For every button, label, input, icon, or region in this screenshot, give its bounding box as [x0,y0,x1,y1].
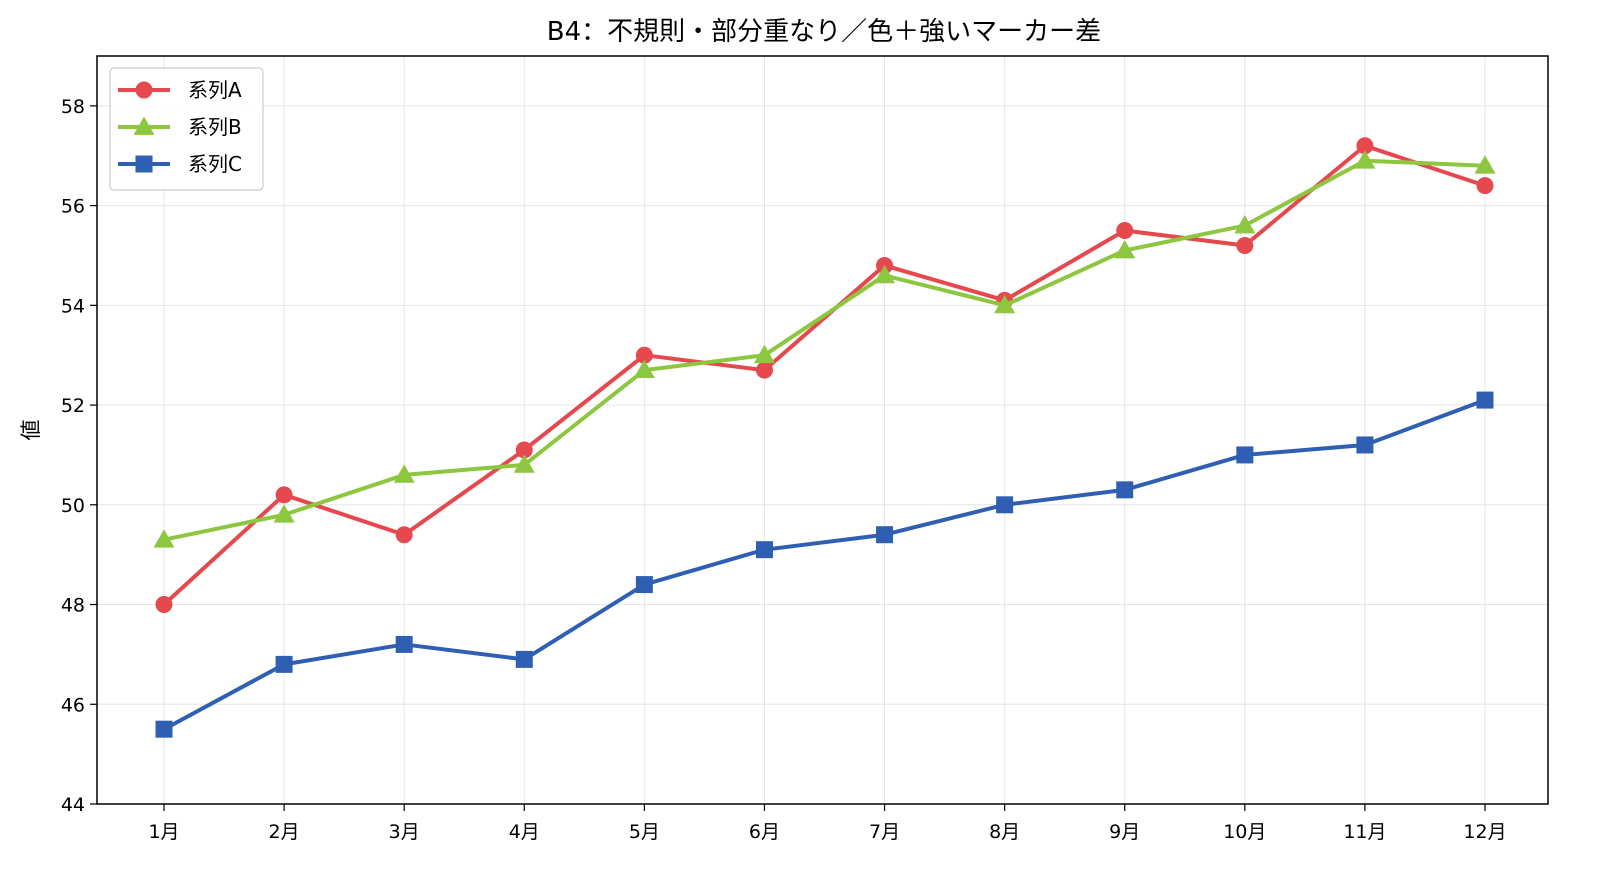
data-point [1356,137,1374,155]
series-line [162,143,1486,607]
data-point [515,650,533,668]
data-point [1114,239,1136,259]
data-point [393,464,415,483]
y-tick-label: 58 [61,96,85,118]
data-point [635,346,653,364]
x-tick-label: 2月 [269,821,300,843]
x-tick-label: 3月 [389,821,420,843]
data-point [635,576,653,594]
series-line [163,158,1486,542]
data-point [273,504,295,523]
series-layer [153,137,1496,738]
x-tick-label: 5月 [629,821,660,843]
data-point [1354,150,1376,169]
y-tick-label: 48 [61,595,85,617]
legend-marker [135,81,153,99]
y-tick-label: 44 [61,794,85,816]
legend-marker [133,116,155,135]
y-tick-label: 46 [61,694,85,716]
series-3 [155,391,1494,738]
x-tick-label: 1月 [148,821,179,843]
data-point [155,596,173,614]
chart-title: B4：不規則・部分重なり／色＋強いマーカー差 [547,17,1101,47]
data-point [753,344,775,364]
legend: 系列A 系列B 系列C [109,67,264,191]
data-point [633,359,655,379]
data-point [395,526,413,544]
data-point [1234,215,1256,234]
y-tick-label: 56 [61,196,85,218]
x-tick-label: 6月 [749,821,780,843]
axes: 1月 2月 3月 4月 5月 6月 7月 8月 9月 10月 11月 12月 44 46 48 50 52 54 5… [61,55,1549,843]
legend-marker [135,155,153,173]
data-point [1476,177,1494,195]
x-tick-label: 11月 [1343,821,1386,843]
data-point [153,529,175,548]
y-tick-label: 54 [61,295,85,317]
data-point [395,635,413,653]
legend-label: 系列A [188,78,242,102]
legend-item: 系列A [118,78,242,102]
data-point [755,541,773,559]
data-point [1116,481,1134,499]
y-axis-label: 値 [19,420,43,441]
data-point [755,361,773,379]
data-point [155,720,173,738]
data-point [515,441,533,459]
y-tick-label: 52 [61,395,85,417]
data-point [275,655,293,673]
data-point [1356,436,1374,454]
data-point [996,496,1014,514]
data-point [1236,446,1254,464]
x-tick-label: 10月 [1223,821,1266,843]
data-point [994,294,1016,314]
data-point [874,264,896,284]
data-point [876,526,894,544]
data-point [1116,222,1134,240]
data-point [513,454,535,473]
legend-item: 系列C [118,152,242,176]
data-point [1236,236,1254,254]
x-tick-label: 8月 [989,821,1020,843]
data-point [1474,155,1496,174]
x-tick-label: 12月 [1463,821,1506,843]
data-point [275,486,293,504]
x-tick-label: 7月 [869,821,900,843]
legend-label: 系列B [188,115,242,139]
series-line [163,398,1486,731]
plot-frame [96,55,1549,805]
x-tick-label: 4月 [509,821,540,843]
y-tick-label: 50 [61,495,85,517]
x-tick-label: 9月 [1109,821,1140,843]
legend-item: 系列B [118,115,242,139]
data-point [1476,391,1494,409]
grid-lines [97,56,1548,805]
series-2 [153,150,1496,548]
legend-label: 系列C [188,152,242,176]
